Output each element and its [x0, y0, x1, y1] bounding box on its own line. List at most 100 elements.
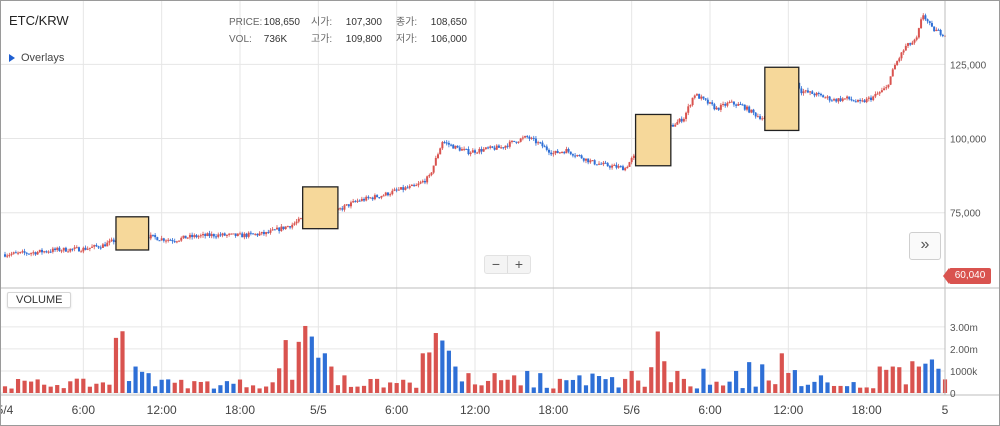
candle-body: [395, 189, 398, 191]
candle-body: [615, 164, 618, 168]
time-tick-label: 18:00: [852, 403, 882, 417]
candle-body: [430, 172, 433, 176]
candle-body: [726, 102, 729, 106]
candle-body: [489, 146, 492, 149]
candle-body: [419, 182, 422, 184]
candle-body: [173, 241, 176, 243]
candle-body: [445, 142, 448, 144]
candle-body: [937, 29, 940, 31]
volume-bar: [623, 378, 628, 393]
candle-body: [745, 106, 748, 110]
candle-body: [674, 124, 677, 127]
candle-body: [819, 93, 822, 96]
volume-bar: [55, 385, 60, 393]
volume-bar: [139, 371, 145, 393]
candle-body: [822, 95, 825, 98]
volume-bar: [388, 382, 393, 393]
time-tick-label: 6:00: [698, 403, 722, 417]
volume-bar: [290, 379, 295, 393]
candle-body: [837, 98, 840, 102]
volume-bar: [538, 373, 543, 393]
candle-body: [193, 235, 196, 238]
candle-body: [245, 233, 248, 237]
volume-bar: [655, 331, 660, 393]
candle-body: [295, 221, 298, 224]
volume-bar: [74, 378, 79, 393]
candle-body: [508, 141, 511, 147]
candle-body: [40, 249, 43, 253]
candle-body: [732, 101, 735, 105]
candle-body: [826, 96, 829, 98]
candle-body: [545, 146, 548, 150]
candle-body: [563, 152, 566, 154]
candle-body: [54, 248, 57, 251]
candle-body: [687, 106, 690, 113]
volume-bar: [264, 386, 269, 393]
candle-body: [678, 118, 681, 122]
candle-body: [269, 230, 272, 233]
candle-body: [530, 137, 533, 139]
volume-bar: [727, 381, 732, 393]
volume-bar: [218, 385, 223, 393]
volume-bar: [459, 381, 465, 393]
volume-bar: [374, 378, 380, 393]
volume-bar: [492, 373, 497, 393]
candle-body: [539, 142, 542, 144]
candle-body: [339, 208, 342, 210]
volume-bar: [825, 382, 830, 393]
candle-body: [345, 204, 348, 206]
scroll-to-latest-button[interactable]: »: [909, 232, 941, 260]
zoom-in-button[interactable]: +: [507, 256, 530, 273]
highlight-box: [764, 66, 800, 132]
time-tick-label: 12:00: [773, 403, 803, 417]
candle-body: [417, 183, 420, 186]
volume-bar: [603, 379, 608, 393]
candle-body: [186, 237, 189, 239]
candle-body: [460, 149, 463, 151]
candle-body: [260, 231, 263, 234]
volume-bar: [636, 380, 641, 393]
candle-body: [867, 97, 870, 99]
candle-body: [750, 109, 753, 113]
candle-body: [930, 23, 933, 27]
candle-body: [515, 141, 518, 143]
candle-body: [865, 98, 868, 103]
overlays-toggle[interactable]: Overlays: [9, 52, 64, 64]
zoom-out-button[interactable]: −: [491, 256, 501, 272]
candle-body: [371, 197, 374, 200]
candle-body: [471, 150, 474, 153]
candle-body: [62, 247, 65, 251]
candle-body: [632, 155, 635, 159]
candle-body: [693, 95, 696, 98]
candle-body: [280, 226, 283, 232]
candle-body: [404, 187, 407, 190]
candle-body: [12, 252, 15, 254]
volume-panel-label[interactable]: VOLUME: [7, 292, 72, 308]
candle-body: [34, 252, 37, 255]
candle-body: [717, 107, 720, 110]
candle-body: [217, 234, 220, 237]
volume-bar: [414, 387, 419, 393]
candle-body: [748, 106, 751, 113]
volume-bar: [858, 387, 863, 393]
time-tick-label: 18:00: [225, 403, 255, 417]
candle-body: [809, 91, 812, 93]
open-key: 시가:: [311, 17, 333, 28]
price-tick-label: 125,000: [950, 60, 987, 71]
candle-body: [580, 155, 583, 159]
volume-bar: [505, 379, 510, 393]
zoom-controls: − +: [484, 255, 531, 274]
candle-body: [863, 100, 866, 103]
candle-body: [904, 45, 907, 51]
candle-body: [913, 39, 916, 43]
candle-body: [256, 233, 259, 236]
candle-body: [593, 160, 596, 165]
volume-bar: [877, 366, 882, 393]
candle-body: [887, 84, 890, 88]
candle-body: [149, 234, 152, 239]
candle-body: [880, 90, 883, 93]
candle-body: [358, 200, 361, 202]
volume-bar: [760, 364, 765, 393]
volume-bar: [185, 388, 190, 393]
candle-body: [271, 229, 274, 231]
